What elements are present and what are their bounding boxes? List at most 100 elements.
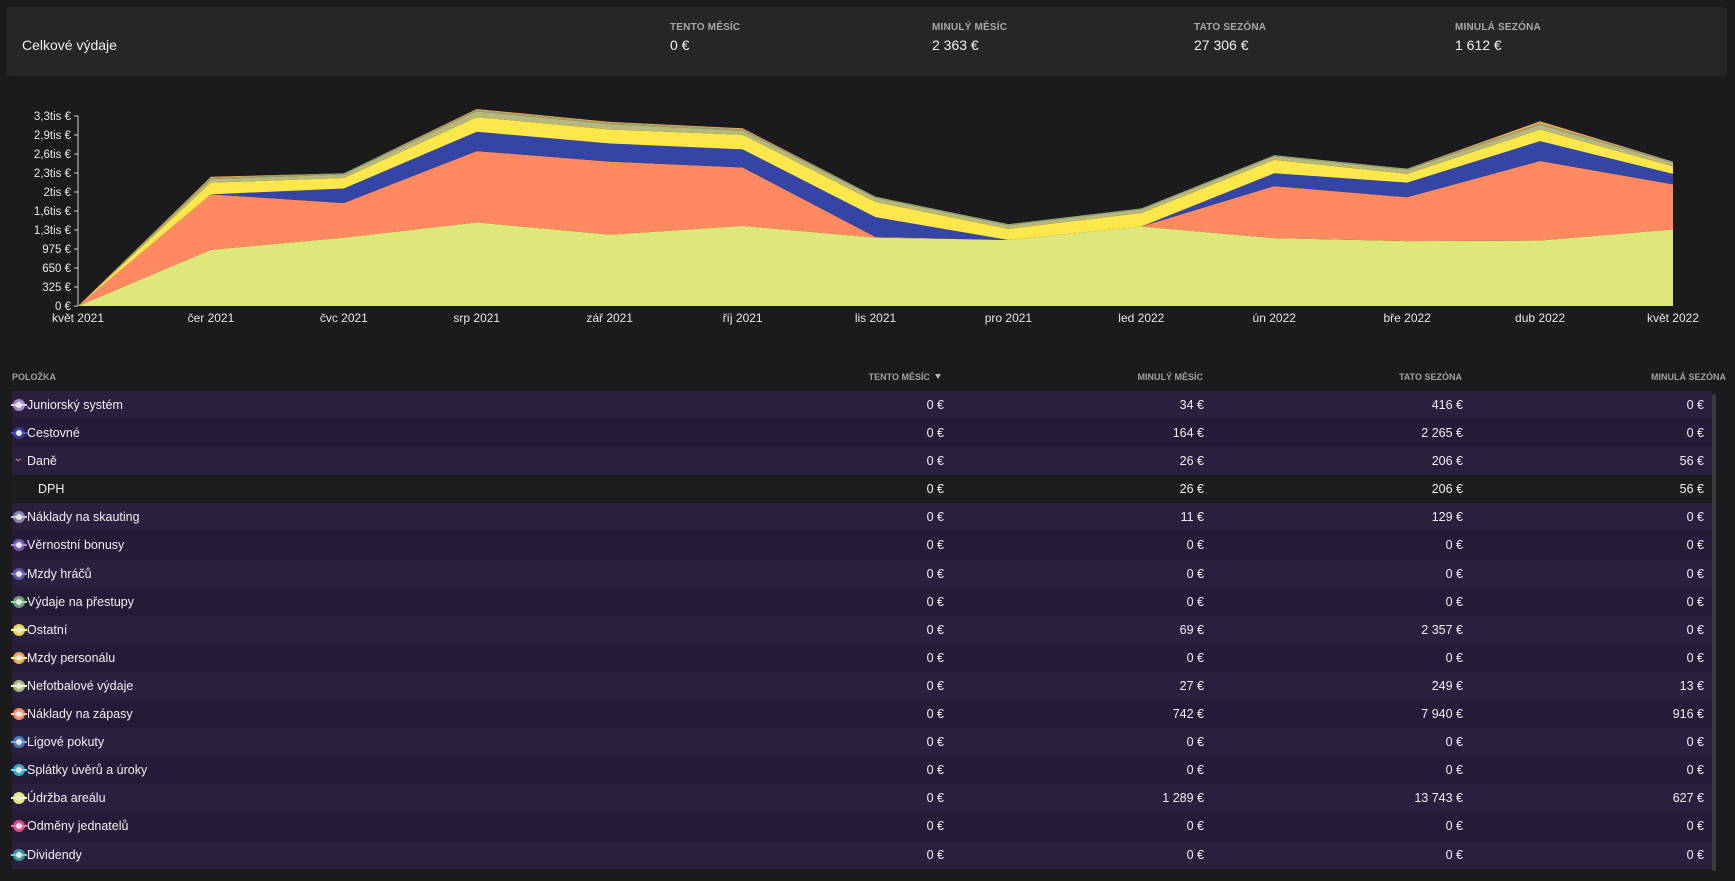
cell-last-season: 13 € xyxy=(1679,678,1704,693)
table-subrow[interactable]: DPH 0 € 26 € 206 € 56 € xyxy=(12,475,1712,504)
cell-this-season: 416 € xyxy=(1431,398,1463,412)
cell-this-month: 0 € xyxy=(926,538,944,553)
cell-last-season: 0 € xyxy=(1686,538,1704,553)
row-label: Nefotbalové výdaje xyxy=(27,678,134,693)
category-icon xyxy=(13,736,25,749)
row-label: Ostatní xyxy=(27,622,68,637)
cell-this-season: 206 € xyxy=(1431,482,1463,497)
y-tick-label: 2,3tis € xyxy=(34,168,72,180)
x-tick-label: květ 2022 xyxy=(1647,311,1699,325)
stat-this-month: TENTO MĚSÍC 0 € xyxy=(670,22,740,53)
cell-this-season: 0 € xyxy=(1445,594,1463,609)
table-row[interactable]: Náklady na zápasy 0 € 742 € 7 940 € 916 € xyxy=(12,700,1712,729)
cell-this-month: 0 € xyxy=(926,454,944,469)
cell-this-month: 0 € xyxy=(926,707,944,722)
chevron-down-icon[interactable]: ⌄ xyxy=(12,453,25,465)
col-header-last-month[interactable]: MINULÝ MĚSÍC xyxy=(1137,372,1203,382)
category-icon xyxy=(13,708,25,721)
table-row[interactable]: Ligové pokuty 0 € 0 € 0 € 0 € xyxy=(12,728,1712,757)
cell-this-season: 2 265 € xyxy=(1421,426,1463,441)
row-label: Odměny jednatelů xyxy=(27,819,129,834)
area-series[interactable] xyxy=(78,117,1673,306)
row-label: Mzdy personálu xyxy=(27,650,116,665)
cell-this-season: 0 € xyxy=(1445,566,1463,581)
category-icon xyxy=(13,651,25,664)
stat-label: TATO SEZÓNA xyxy=(1194,22,1267,33)
cell-last-season: 0 € xyxy=(1686,650,1704,665)
cell-last-month: 27 € xyxy=(1179,678,1204,693)
table-row[interactable]: Mzdy hráčů 0 € 0 € 0 € 0 € xyxy=(12,559,1712,588)
row-label: Juniorský systém xyxy=(27,398,123,412)
row-label: Věrnostní bonusy xyxy=(27,538,125,553)
table-row[interactable]: Odměny jednatelů 0 € 0 € 0 € 0 € xyxy=(12,812,1712,841)
stat-last-month: MINULÝ MĚSÍC 2 363 € xyxy=(932,22,1007,53)
category-icon xyxy=(13,764,25,777)
stat-value: 2 363 € xyxy=(932,37,979,53)
cell-this-month: 0 € xyxy=(926,650,944,665)
col-header-last-season[interactable]: MINULÁ SEZÓNA xyxy=(1651,372,1726,382)
cell-last-month: 0 € xyxy=(1186,566,1204,581)
stat-last-season: MINULÁ SEZÓNA 1 612 € xyxy=(1455,22,1541,53)
area-series[interactable] xyxy=(78,151,1673,306)
table-row[interactable]: Nefotbalové výdaje 0 € 27 € 249 € 13 € xyxy=(12,671,1712,701)
area-series[interactable] xyxy=(78,131,1673,306)
cell-this-season: 0 € xyxy=(1445,847,1463,862)
cell-this-month: 0 € xyxy=(926,763,944,778)
cell-this-month: 0 € xyxy=(926,735,944,750)
table-row[interactable]: Juniorský systém 0 € 34 € 416 € 0 € xyxy=(12,391,1712,420)
cell-last-month: 26 € xyxy=(1179,454,1204,469)
x-tick-label: bře 2022 xyxy=(1383,311,1431,325)
row-label: Cestovné xyxy=(27,426,80,441)
table-row[interactable]: Mzdy personálu 0 € 0 € 0 € 0 € xyxy=(12,643,1712,672)
category-icon xyxy=(13,511,25,524)
cell-last-month: 34 € xyxy=(1179,398,1204,412)
cell-last-month: 0 € xyxy=(1186,538,1204,553)
table-scrollbar[interactable] xyxy=(1712,394,1716,871)
table-row[interactable]: Věrnostní bonusy 0 € 0 € 0 € 0 € xyxy=(12,531,1712,560)
table-row[interactable]: Náklady na skauting 0 € 11 € 129 € 0 € xyxy=(12,503,1712,532)
cell-last-month: 0 € xyxy=(1186,763,1204,778)
y-tick-label: 2,9tis € xyxy=(34,130,72,142)
table-row[interactable]: Výdaje na přestupy 0 € 0 € 0 € 0 € xyxy=(12,587,1712,616)
col-header-this-month[interactable]: TENTO MĚSÍC xyxy=(869,372,941,382)
y-tick-label: 650 € xyxy=(42,263,71,275)
cell-last-season: 916 € xyxy=(1672,707,1704,722)
cell-this-month: 0 € xyxy=(926,847,944,862)
x-tick-label: dub 2022 xyxy=(1515,311,1565,325)
cell-last-season: 0 € xyxy=(1686,819,1704,834)
row-label: DPH xyxy=(38,482,65,497)
cell-last-month: 0 € xyxy=(1186,847,1204,862)
cell-last-season: 0 € xyxy=(1686,566,1704,581)
category-icon xyxy=(13,792,25,805)
x-tick-label: květ 2021 xyxy=(52,311,104,325)
col-header-this-season[interactable]: TATO SEZÓNA xyxy=(1399,372,1462,382)
cell-this-month: 0 € xyxy=(926,594,944,609)
table-row[interactable]: Ostatní 0 € 69 € 2 357 € 0 € xyxy=(12,615,1712,644)
table-row[interactable]: Splátky úvěrů a úroky 0 € 0 € 0 € 0 € xyxy=(12,756,1712,785)
area-series[interactable] xyxy=(78,222,1673,306)
table-row[interactable]: ⌄ Daně 0 € 26 € 206 € 56 € xyxy=(12,447,1712,476)
x-tick-label: pro 2021 xyxy=(985,311,1033,325)
cell-last-month: 742 € xyxy=(1172,707,1204,722)
y-tick-label: 2tis € xyxy=(44,187,72,199)
table-row[interactable]: Cestovné 0 € 164 € 2 265 € 0 € xyxy=(12,419,1712,448)
cell-last-season: 0 € xyxy=(1686,847,1704,862)
col-header-item[interactable]: POLOŽKA xyxy=(12,372,56,382)
cell-this-month: 0 € xyxy=(926,791,944,806)
y-tick-label: 975 € xyxy=(42,244,71,256)
cell-this-season: 7 940 € xyxy=(1421,707,1463,722)
sort-desc-icon xyxy=(935,374,941,379)
cell-this-month: 0 € xyxy=(926,678,944,693)
table-row[interactable]: Dividendy 0 € 0 € 0 € 0 € xyxy=(12,840,1712,869)
table-row[interactable]: Údržba areálu 0 € 1 289 € 13 743 € 627 € xyxy=(12,784,1712,813)
cell-this-season: 13 743 € xyxy=(1414,791,1463,806)
cell-last-month: 69 € xyxy=(1179,622,1204,637)
row-label: Mzdy hráčů xyxy=(27,566,92,581)
category-icon xyxy=(13,595,25,608)
cell-this-season: 2 357 € xyxy=(1421,622,1463,637)
cell-last-season: 56 € xyxy=(1679,482,1704,497)
stat-value: 1 612 € xyxy=(1455,37,1502,53)
x-tick-label: srp 2021 xyxy=(453,311,500,325)
cell-last-month: 0 € xyxy=(1186,650,1204,665)
y-tick-label: 1,6tis € xyxy=(34,206,72,218)
